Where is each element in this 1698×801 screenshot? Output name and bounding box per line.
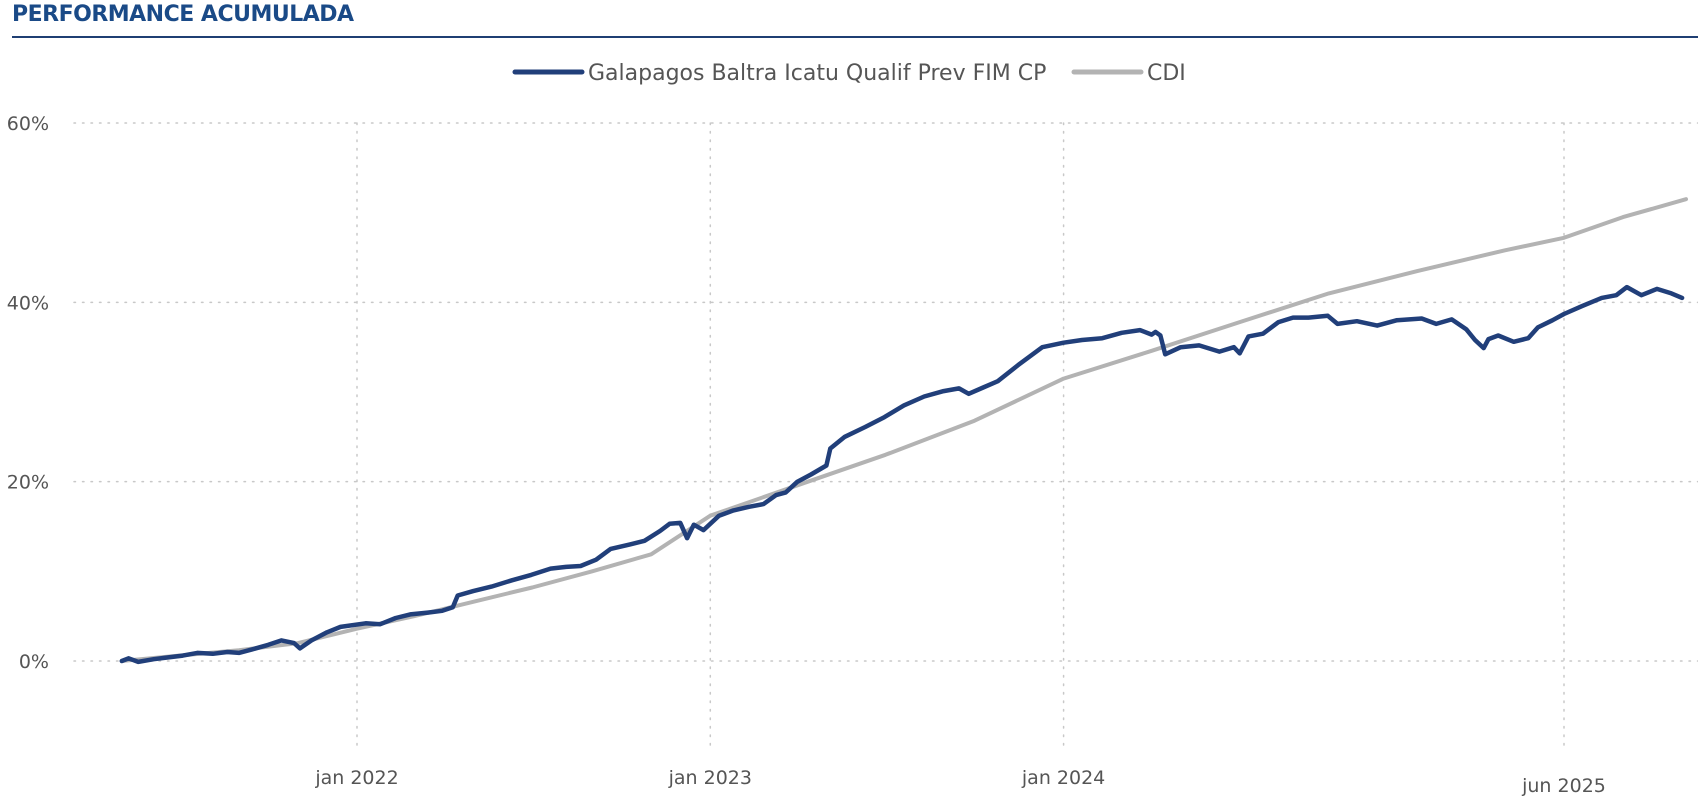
- legend-item-fund[interactable]: Galapagos Baltra Icatu Qualif Prev FIM C…: [512, 61, 1046, 86]
- legend-item-cdi[interactable]: CDI: [1071, 61, 1186, 86]
- x-tick-label: jan 2023: [668, 767, 752, 789]
- legend-label: Galapagos Baltra Icatu Qualif Prev FIM C…: [588, 61, 1046, 86]
- axis-labels: 0% 20% 40% 60% jan 2022 jan 2023 jan 2024 jun 2…: [7, 113, 1606, 797]
- y-tick-label: 20%: [7, 472, 49, 494]
- y-tick-label: 60%: [7, 113, 49, 135]
- chart-legend: Galapagos Baltra Icatu Qualif Prev FIM C…: [512, 61, 1186, 86]
- y-tick-label: 40%: [7, 292, 49, 314]
- x-tick-label: jan 2024: [1021, 767, 1105, 789]
- x-tick-label: jan 2022: [314, 767, 398, 789]
- series-line-cdi: [119, 197, 1688, 663]
- grid-lines: [73, 122, 1698, 753]
- series-line-fund: [119, 284, 1685, 665]
- title-divider: [12, 36, 1698, 38]
- series-lines: [119, 197, 1688, 665]
- x-tick-label: jun 2025: [1521, 775, 1606, 797]
- legend-label: CDI: [1147, 61, 1186, 86]
- page-title: PERFORMANCE ACUMULADA: [12, 2, 354, 27]
- y-tick-label: 0%: [19, 651, 49, 673]
- chart-header: PERFORMANCE ACUMULADA: [12, 0, 1698, 40]
